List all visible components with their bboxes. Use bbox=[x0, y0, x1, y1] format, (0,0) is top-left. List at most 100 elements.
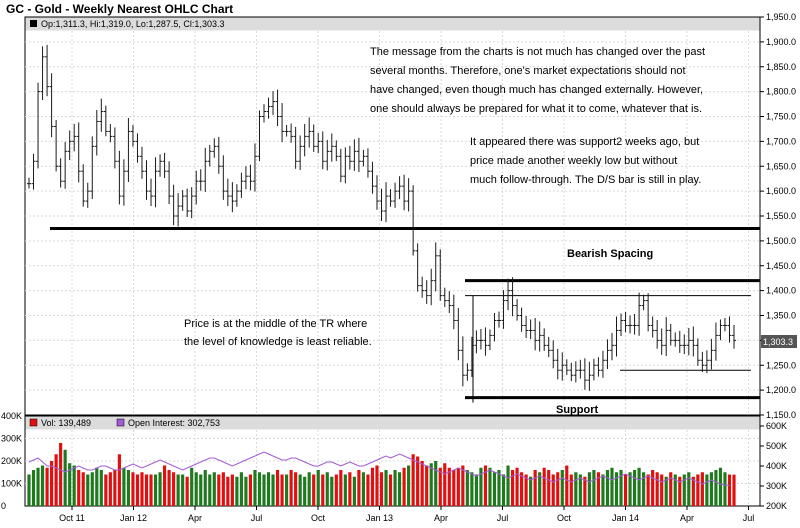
volume-bar bbox=[443, 463, 447, 506]
date-axis: Oct 11 Jan 12 Apr Jul Oct Jan 13 Apr Jul Oct Jan … bbox=[59, 506, 754, 523]
volume-bar bbox=[221, 472, 225, 506]
volume-bar bbox=[628, 472, 632, 506]
volume-bar bbox=[551, 474, 555, 506]
ohlc-bars bbox=[27, 44, 736, 391]
volume-bar bbox=[99, 470, 103, 506]
vol-legend-swatch bbox=[29, 418, 38, 427]
volume-bar bbox=[343, 474, 347, 506]
price-tick-label: 1,350.0 bbox=[766, 311, 796, 321]
volume-bar bbox=[556, 472, 560, 506]
volume-legend-bar bbox=[25, 416, 760, 430]
middle-note-line: Price is at the middle of the TR where bbox=[184, 318, 367, 330]
volume-bar bbox=[438, 467, 442, 506]
oi-tick-label: 400K bbox=[766, 461, 787, 471]
oi-legend: Open Interest: 302,753 bbox=[128, 418, 220, 428]
middle-note-line: the level of knowledge is least reliable… bbox=[184, 336, 372, 348]
date-tick-label: Apr bbox=[188, 513, 202, 523]
volume-axis: 0 100K 200K 300K 400K bbox=[1, 411, 22, 511]
volume-bar bbox=[497, 470, 501, 506]
volume-bar bbox=[158, 472, 162, 506]
volume-bar bbox=[461, 465, 465, 506]
volume-bar bbox=[352, 476, 356, 506]
volume-bar bbox=[140, 472, 144, 506]
volume-bar bbox=[366, 474, 370, 506]
volume-bar bbox=[266, 472, 271, 506]
last-price-tag: 1,303.3 bbox=[763, 337, 793, 347]
volume-bar bbox=[723, 472, 727, 506]
date-tick-label: Jul bbox=[251, 513, 263, 523]
date-tick-label: Jul bbox=[497, 513, 509, 523]
price-legend: Op:1,311.3, Hi:1,319.0, Lo:1,287.5, Cl:1… bbox=[41, 19, 224, 29]
volume-bar bbox=[574, 472, 578, 506]
volume-bar bbox=[153, 474, 158, 506]
volume-bar bbox=[520, 472, 524, 506]
price-tick-label: 1,150.0 bbox=[766, 410, 796, 420]
volume-bar bbox=[162, 465, 167, 506]
date-tick-label: Apr bbox=[434, 513, 448, 523]
message-line: The message from the charts is not much … bbox=[370, 46, 705, 58]
price-tick-label: 1,750.0 bbox=[766, 112, 796, 122]
volume-bar bbox=[298, 474, 302, 506]
volume-bar bbox=[289, 470, 293, 506]
volume-bar bbox=[420, 461, 424, 506]
volume-bar bbox=[36, 467, 40, 506]
volume-bar bbox=[199, 474, 203, 506]
price-tick-label: 1,500.0 bbox=[766, 236, 796, 246]
volume-bar bbox=[307, 472, 311, 506]
support-label: Support bbox=[556, 404, 598, 416]
volume-bar bbox=[623, 474, 628, 506]
volume-tick-label: 200K bbox=[1, 456, 22, 466]
volume-bar bbox=[583, 476, 587, 506]
price-tick-label: 1,900.0 bbox=[766, 37, 796, 47]
volume-bar bbox=[696, 474, 700, 506]
volume-bar bbox=[27, 474, 31, 506]
volume-bar bbox=[271, 474, 275, 506]
volume-bar bbox=[384, 470, 388, 506]
volume-bar bbox=[682, 474, 686, 506]
volume-bar bbox=[40, 465, 45, 506]
volume-bar bbox=[660, 474, 664, 506]
volume-bar bbox=[253, 470, 257, 506]
volume-bar bbox=[167, 470, 171, 506]
volume-bar bbox=[637, 467, 641, 506]
volume-bar bbox=[393, 470, 397, 506]
volume-bar bbox=[117, 454, 121, 506]
volume-bar bbox=[50, 461, 54, 506]
volume-bar bbox=[257, 472, 262, 506]
volume-bar bbox=[488, 467, 492, 506]
volume-bar bbox=[515, 467, 519, 506]
date-tick-label: Apr bbox=[680, 513, 694, 523]
message-line: several months. Therefore, one's market … bbox=[370, 65, 686, 77]
volume-bar bbox=[325, 472, 329, 506]
volume-bar bbox=[479, 467, 483, 506]
volume-bar bbox=[416, 456, 420, 506]
bearish-spacing-label: Bearish Spacing bbox=[567, 248, 653, 260]
volume-bar bbox=[262, 474, 266, 506]
volume-bar bbox=[248, 474, 253, 506]
volume-bar bbox=[402, 467, 406, 506]
level-lines bbox=[50, 226, 760, 403]
support-note-line: price made another weekly low but withou… bbox=[470, 155, 677, 167]
volume-bar bbox=[560, 470, 564, 506]
date-tick-label: Oct bbox=[311, 513, 326, 523]
volume-bar bbox=[235, 476, 239, 506]
volume-bar bbox=[407, 465, 411, 506]
volume-bar bbox=[397, 472, 402, 506]
price-tick-label: 1,450.0 bbox=[766, 261, 796, 271]
volume-bar bbox=[339, 470, 343, 506]
volume-bar bbox=[714, 470, 718, 506]
volume-bar bbox=[452, 470, 456, 506]
volume-bar bbox=[303, 476, 307, 506]
volume-bar bbox=[465, 470, 469, 506]
volume-bar bbox=[596, 472, 601, 506]
message-annotation: The message from the charts is not much … bbox=[370, 46, 708, 115]
volume-bar bbox=[524, 474, 528, 506]
volume-bar bbox=[587, 472, 591, 506]
oi-legend-swatch bbox=[116, 418, 125, 427]
volume-bar bbox=[642, 472, 646, 506]
volume-bar bbox=[31, 470, 36, 506]
volume-bar bbox=[655, 472, 659, 506]
volume-bar bbox=[330, 476, 334, 506]
message-line: have changed, even though much has chang… bbox=[370, 84, 703, 96]
price-axis: 1,150.01,200.01,250.01,300.01,350.01,400… bbox=[760, 12, 796, 420]
